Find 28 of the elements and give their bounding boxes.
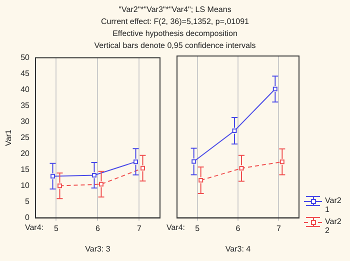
legend-label: Var2 2 [325,217,342,235]
chart-subtitle: Current effect: F(2, 36)=5,1352, p=,01091 [100,16,250,28]
y-tick-label: 0 [25,213,30,222]
y-tick-label: 10 [20,181,30,190]
chart-title: "Var2"*"Var3"*"Var4"; LS Means [118,4,232,16]
x-tick-label: 6 [236,224,241,233]
y-tick-label: 50 [20,53,30,62]
x-axis-title: Var3: 4 [225,244,252,254]
y-tick-label: 35 [20,101,30,110]
x-tick-label: 7 [137,224,142,233]
x-tick-label: 5 [54,224,60,233]
x-axis-title: Var3: 3 [85,244,111,254]
y-tick-label: 15 [20,165,30,174]
y-tick-label: 5 [25,197,30,206]
x-tick-label: 6 [96,224,101,233]
y-tick-label: 25 [20,133,30,142]
y-tick-label: 40 [20,85,30,94]
y-tick-label: 20 [20,149,30,158]
text: Effective hypothesis decomposition [112,28,238,40]
x-tick-label: 5 [195,224,200,233]
y-tick-label: 30 [20,117,30,126]
text: Var4: [166,223,185,232]
legend-label: Var2 1 [325,196,342,214]
x-tick-label: 7 [276,224,282,233]
text: Vertical bars denote 0,95 confidence intervals [93,40,257,52]
y-axis-title: Var1 [4,129,14,146]
y-tick-label: 45 [20,69,30,78]
text: Var4: [24,223,44,232]
